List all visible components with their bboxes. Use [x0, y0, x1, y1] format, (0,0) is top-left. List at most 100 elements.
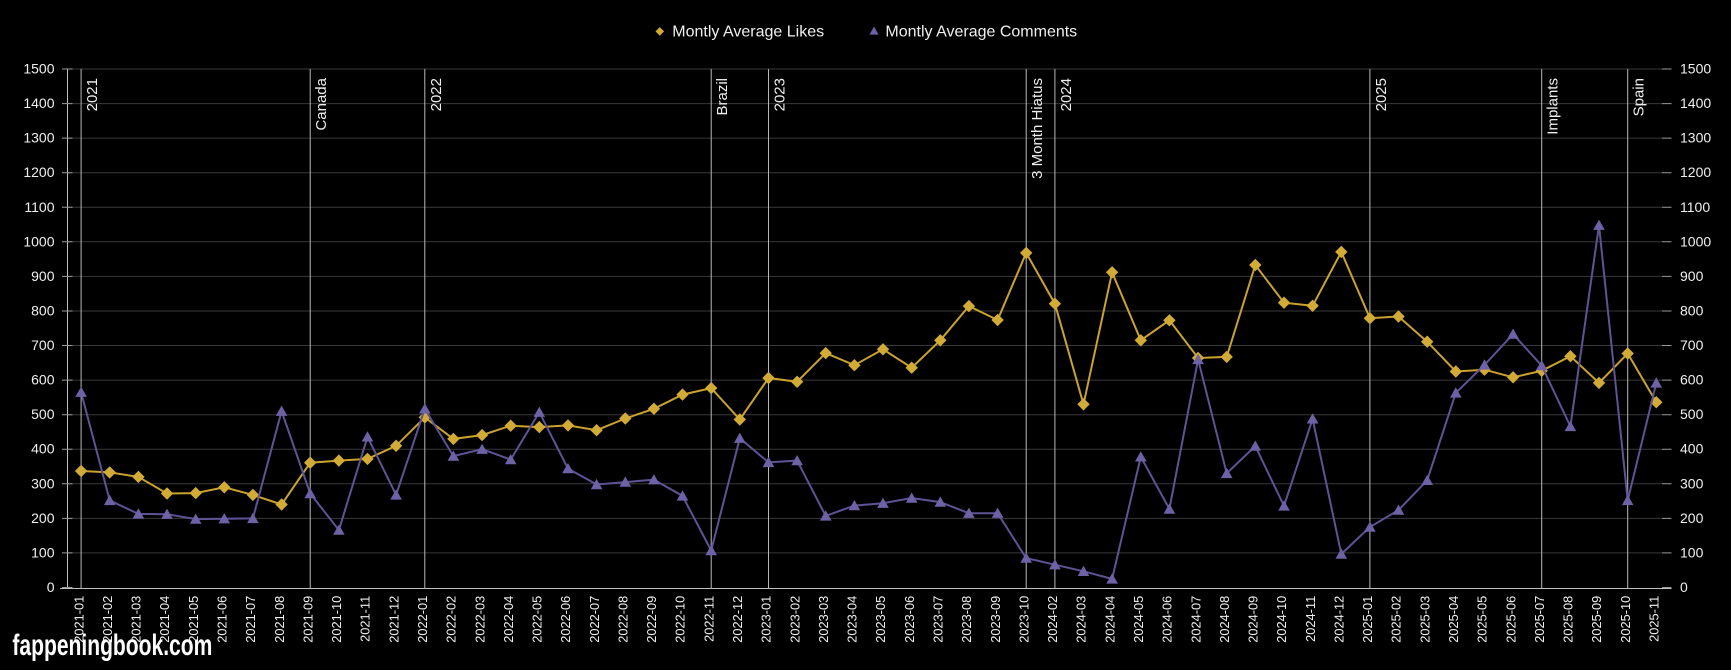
svg-text:2023-04: 2023-04: [845, 596, 860, 643]
svg-text:2025: 2025: [1373, 78, 1390, 111]
svg-text:2024-10: 2024-10: [1274, 596, 1289, 643]
svg-text:2023-05: 2023-05: [873, 596, 888, 643]
svg-text:100: 100: [1680, 544, 1704, 560]
svg-text:2024-06: 2024-06: [1160, 596, 1175, 643]
svg-text:2022-02: 2022-02: [444, 596, 459, 643]
svg-text:Spain: Spain: [1631, 78, 1648, 116]
svg-text:2021-12: 2021-12: [386, 596, 401, 643]
svg-text:2022-01: 2022-01: [415, 596, 430, 643]
svg-text:2025-11: 2025-11: [1647, 596, 1662, 642]
svg-text:0: 0: [47, 579, 55, 595]
svg-text:1300: 1300: [1680, 130, 1711, 146]
svg-text:2023-06: 2023-06: [902, 596, 917, 643]
svg-text:2025-07: 2025-07: [1532, 596, 1547, 643]
svg-text:Montly Average Comments: Montly Average Comments: [885, 24, 1077, 41]
svg-text:700: 700: [1680, 337, 1704, 353]
svg-text:2021-09: 2021-09: [300, 596, 315, 643]
svg-text:2024-04: 2024-04: [1102, 596, 1117, 643]
svg-text:500: 500: [31, 406, 55, 422]
svg-text:1300: 1300: [23, 130, 54, 146]
svg-text:2022-06: 2022-06: [558, 596, 573, 643]
svg-text:Implants: Implants: [1545, 78, 1562, 135]
svg-text:fappeningbook.com: fappeningbook.com: [12, 630, 212, 662]
svg-text:2021: 2021: [84, 78, 101, 111]
svg-text:2024-08: 2024-08: [1217, 596, 1232, 643]
svg-text:2024-12: 2024-12: [1332, 596, 1347, 643]
svg-text:2021-07: 2021-07: [243, 596, 258, 643]
svg-text:200: 200: [1680, 510, 1704, 526]
svg-text:900: 900: [1680, 268, 1704, 284]
svg-text:2022-07: 2022-07: [587, 596, 602, 643]
svg-text:2022: 2022: [428, 78, 445, 111]
svg-text:1200: 1200: [23, 164, 54, 180]
svg-text:3 Month Hiatus: 3 Month Hiatus: [1029, 78, 1046, 179]
svg-text:800: 800: [31, 303, 55, 319]
svg-text:2022-11: 2022-11: [701, 596, 716, 642]
svg-text:900: 900: [31, 268, 55, 284]
svg-text:2022-04: 2022-04: [501, 596, 516, 643]
svg-text:400: 400: [31, 441, 55, 457]
svg-text:2023-09: 2023-09: [988, 596, 1003, 643]
svg-text:600: 600: [31, 372, 55, 388]
svg-text:2021-06: 2021-06: [215, 596, 230, 643]
svg-text:1400: 1400: [1680, 95, 1711, 111]
svg-text:2022-05: 2022-05: [530, 596, 545, 643]
svg-text:2021-08: 2021-08: [272, 596, 287, 643]
svg-text:2025-10: 2025-10: [1618, 596, 1633, 643]
svg-text:2021-02: 2021-02: [100, 596, 115, 643]
svg-text:200: 200: [31, 510, 55, 526]
svg-text:2023-10: 2023-10: [1016, 596, 1031, 643]
svg-text:2021-01: 2021-01: [71, 596, 86, 643]
svg-text:1200: 1200: [1680, 164, 1711, 180]
svg-text:1100: 1100: [1680, 199, 1710, 215]
svg-text:2025-09: 2025-09: [1589, 596, 1604, 643]
svg-text:2025-08: 2025-08: [1561, 596, 1576, 643]
svg-text:2022-12: 2022-12: [730, 596, 745, 643]
svg-text:1400: 1400: [23, 95, 54, 111]
svg-text:100: 100: [31, 544, 55, 560]
svg-text:2024-09: 2024-09: [1246, 596, 1261, 643]
svg-text:2023-03: 2023-03: [816, 596, 831, 643]
svg-text:500: 500: [1680, 406, 1704, 422]
svg-text:1100: 1100: [24, 199, 54, 215]
svg-text:2021-03: 2021-03: [129, 596, 144, 643]
svg-text:2022-08: 2022-08: [616, 596, 631, 643]
svg-text:300: 300: [1680, 475, 1704, 491]
svg-text:2025-05: 2025-05: [1475, 596, 1490, 643]
svg-text:Brazil: Brazil: [714, 78, 731, 116]
svg-text:2022-03: 2022-03: [472, 596, 487, 643]
svg-text:2022-09: 2022-09: [644, 596, 659, 643]
svg-text:2021-11: 2021-11: [358, 596, 373, 642]
svg-text:2024: 2024: [1058, 78, 1075, 111]
svg-text:2023-01: 2023-01: [759, 596, 774, 643]
svg-text:2024-07: 2024-07: [1188, 596, 1203, 643]
svg-text:700: 700: [31, 337, 55, 353]
svg-text:2022-10: 2022-10: [673, 596, 688, 643]
svg-text:400: 400: [1680, 441, 1704, 457]
svg-text:2023: 2023: [772, 78, 789, 111]
svg-text:1000: 1000: [1680, 233, 1711, 249]
svg-text:2023-08: 2023-08: [959, 596, 974, 643]
svg-text:2025-03: 2025-03: [1417, 596, 1432, 643]
svg-text:0: 0: [1680, 579, 1688, 595]
svg-text:300: 300: [31, 475, 55, 491]
svg-text:2024-03: 2024-03: [1074, 596, 1089, 643]
svg-text:600: 600: [1680, 372, 1704, 388]
svg-text:Montly Average Likes: Montly Average Likes: [672, 24, 824, 41]
svg-text:2025-02: 2025-02: [1389, 596, 1404, 643]
svg-text:2025-04: 2025-04: [1446, 596, 1461, 643]
svg-text:2023-07: 2023-07: [931, 596, 946, 643]
svg-text:2021-05: 2021-05: [186, 596, 201, 643]
svg-text:1000: 1000: [23, 233, 54, 249]
svg-text:1500: 1500: [1680, 61, 1711, 77]
svg-text:2024-02: 2024-02: [1045, 596, 1060, 643]
svg-text:2025-01: 2025-01: [1360, 596, 1375, 643]
svg-text:2025-06: 2025-06: [1503, 596, 1518, 643]
svg-text:800: 800: [1680, 303, 1704, 319]
svg-text:1500: 1500: [23, 61, 54, 77]
svg-text:2024-11: 2024-11: [1303, 596, 1318, 642]
svg-text:2024-05: 2024-05: [1131, 596, 1146, 643]
svg-text:2023-02: 2023-02: [787, 596, 802, 643]
svg-text:Canada: Canada: [313, 77, 330, 130]
svg-text:2021-10: 2021-10: [329, 596, 344, 643]
